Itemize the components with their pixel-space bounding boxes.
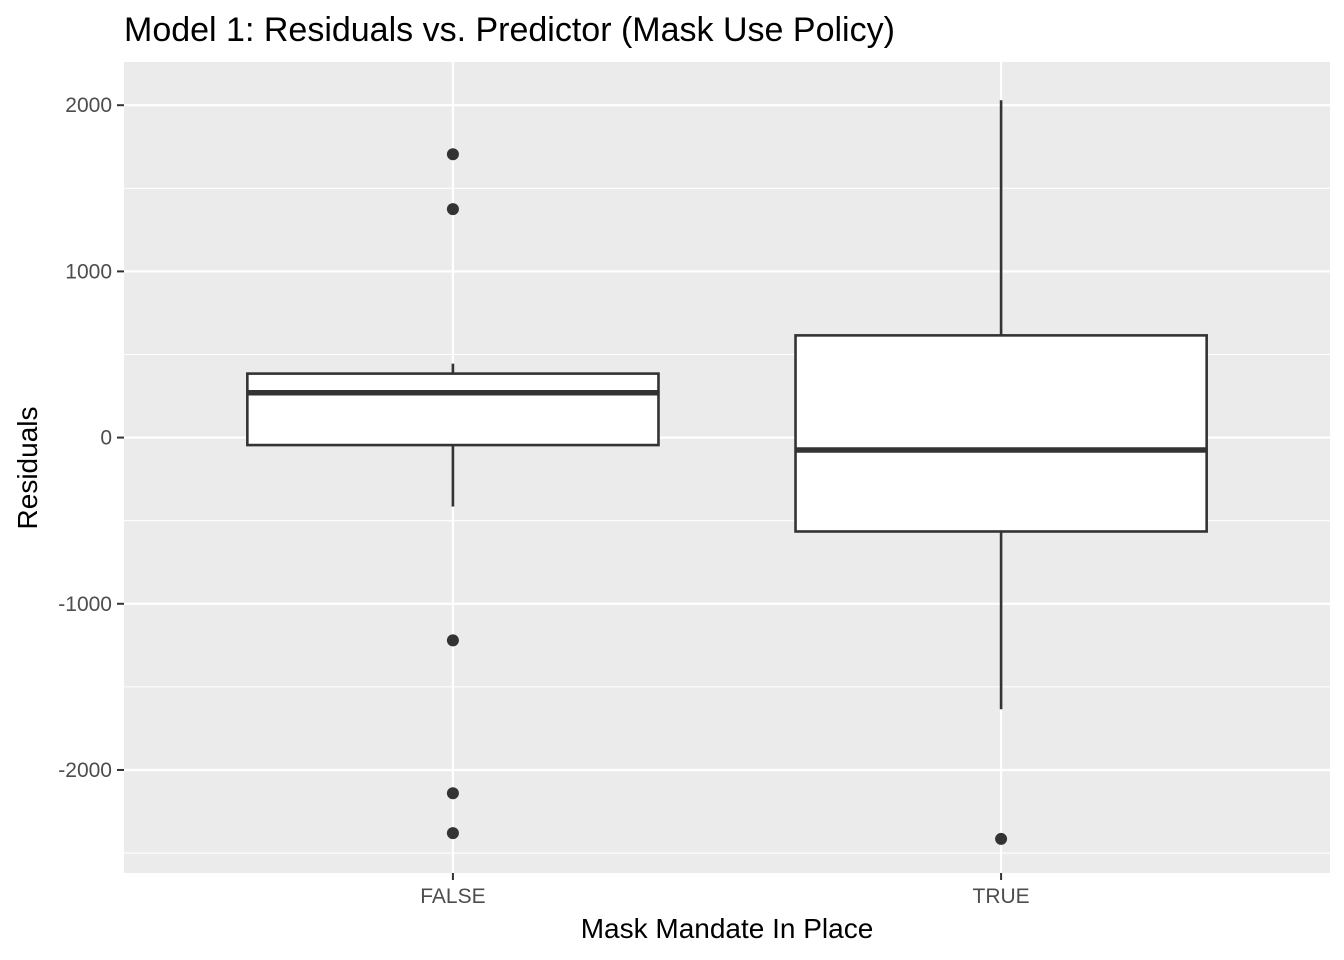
outlier-point: [446, 148, 459, 161]
y-tick-label: 0: [100, 427, 112, 450]
outlier-point: [446, 787, 459, 800]
y-tick-label: 2000: [65, 94, 112, 117]
x-tick-label: TRUE: [973, 885, 1030, 908]
x-axis: FALSE TRUE: [420, 873, 1030, 908]
x-axis-title: Mask Mandate In Place: [581, 913, 874, 944]
outlier-point: [446, 634, 459, 647]
y-tick-label: -2000: [58, 759, 112, 782]
boxes: [246, 100, 1208, 845]
chart-title: Model 1: Residuals vs. Predictor (Mask U…: [124, 11, 895, 49]
outlier-point: [446, 827, 459, 840]
y-tick-label: 1000: [65, 260, 112, 283]
y-axis: 2000 1000 0 -1000 -2000: [58, 94, 124, 782]
box-true: [794, 100, 1208, 845]
y-tick-label: -1000: [58, 593, 112, 616]
outlier-point: [995, 832, 1008, 845]
x-tick-label: FALSE: [420, 885, 485, 908]
box-false: [246, 148, 660, 840]
iqr-box: [246, 372, 660, 447]
y-axis-title: Residuals: [12, 407, 43, 530]
outlier-point: [446, 203, 459, 216]
iqr-box: [794, 334, 1208, 533]
